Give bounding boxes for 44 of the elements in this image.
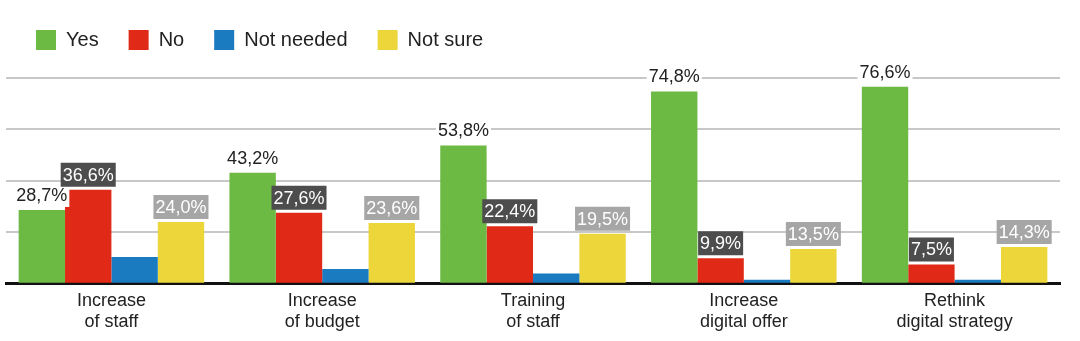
bar bbox=[954, 279, 1001, 283]
x-tick-label: Increase of staff bbox=[76, 289, 146, 332]
x-tick-label: Increase of budget bbox=[284, 289, 360, 332]
data-label: 28,7% bbox=[16, 184, 68, 205]
bar bbox=[440, 145, 487, 283]
bar bbox=[368, 223, 415, 283]
bar bbox=[908, 264, 955, 283]
bar bbox=[229, 172, 276, 283]
x-tick-label: Training of staff bbox=[500, 289, 566, 332]
data-label: 74,8% bbox=[648, 66, 700, 87]
data-label: 23,6% bbox=[366, 198, 418, 219]
bar bbox=[486, 226, 533, 283]
data-label: 27,6% bbox=[273, 187, 325, 208]
legend-label: No bbox=[158, 27, 185, 50]
bar bbox=[275, 212, 323, 283]
bar bbox=[790, 249, 837, 283]
bar bbox=[65, 189, 112, 283]
bar bbox=[18, 209, 66, 283]
data-label: 53,8% bbox=[437, 120, 489, 141]
data-label: 24,0% bbox=[155, 197, 207, 218]
data-label: 76,6% bbox=[859, 61, 911, 82]
data-label: 9,9% bbox=[700, 233, 742, 254]
legend-label: Not sure bbox=[407, 27, 484, 50]
data-label: 43,2% bbox=[227, 147, 279, 168]
bar bbox=[861, 86, 909, 283]
data-label: 13,5% bbox=[787, 224, 839, 245]
bar bbox=[111, 257, 158, 283]
data-label: 7,5% bbox=[910, 239, 952, 260]
x-tick-label: Increase digital offer bbox=[699, 289, 788, 332]
legend-label: Yes bbox=[66, 27, 99, 50]
bar bbox=[157, 222, 205, 283]
data-label: 19,5% bbox=[577, 208, 629, 229]
x-tick-label: Rethink digital strategy bbox=[896, 289, 1013, 332]
bar bbox=[1000, 247, 1048, 283]
bar bbox=[697, 258, 744, 283]
bar bbox=[579, 233, 626, 283]
bar bbox=[533, 273, 580, 283]
data-label: 22,4% bbox=[484, 201, 536, 222]
data-label: 36,6% bbox=[62, 164, 114, 185]
legend-label: Not needed bbox=[244, 27, 348, 50]
bar bbox=[322, 268, 369, 283]
data-label: 14,3% bbox=[998, 221, 1050, 242]
bar bbox=[743, 279, 791, 283]
bar bbox=[651, 91, 698, 283]
